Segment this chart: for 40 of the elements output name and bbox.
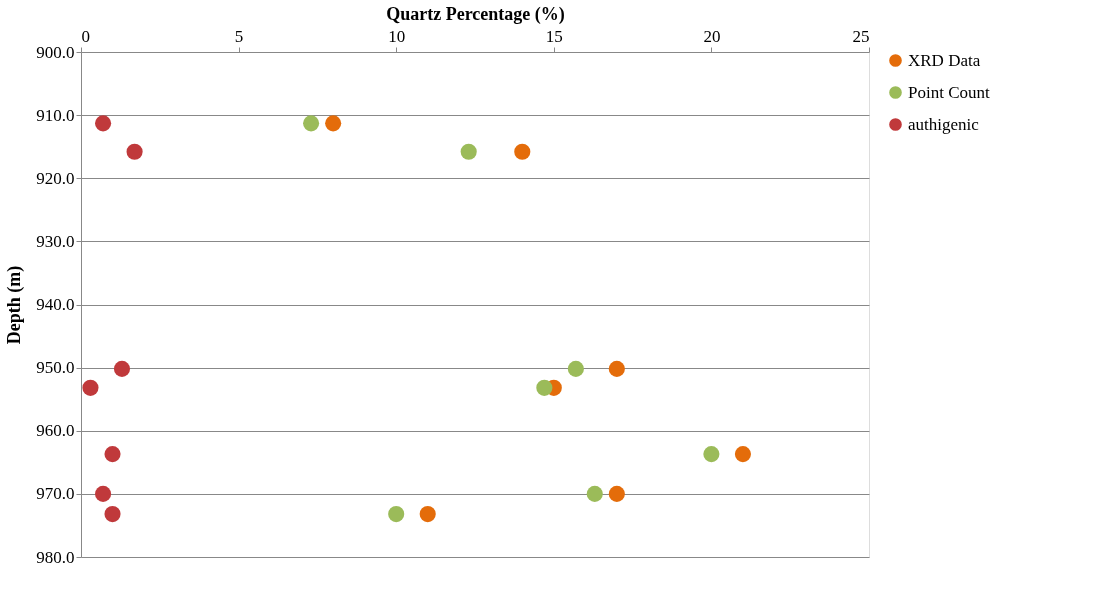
y-tick-label: 900.0 xyxy=(36,42,75,62)
point xyxy=(325,115,342,132)
point xyxy=(95,115,112,132)
y-tick-label: 920.0 xyxy=(36,168,75,188)
point xyxy=(514,143,531,160)
point xyxy=(460,143,477,160)
x-axis-title: Quartz Percentage (%) xyxy=(386,3,565,25)
y-tick-label: 940.0 xyxy=(36,295,75,314)
y-tick-label: 970.0 xyxy=(36,484,75,504)
x-tick-label: 25 xyxy=(852,26,870,46)
point xyxy=(113,360,131,377)
point xyxy=(126,143,143,160)
y-tick-label: 910.0 xyxy=(36,105,75,125)
x-tick-label: 10 xyxy=(388,26,406,46)
point xyxy=(95,485,112,502)
point xyxy=(586,485,603,502)
point xyxy=(82,379,99,396)
legend-label: authigenic xyxy=(908,114,980,134)
x-tick-label: 0 xyxy=(81,26,90,46)
y-tick-label: 960.0 xyxy=(36,421,75,441)
y-tick-label: 930.0 xyxy=(36,231,75,251)
point xyxy=(388,506,405,523)
point xyxy=(536,379,553,396)
point xyxy=(734,446,751,463)
point xyxy=(104,506,121,523)
point xyxy=(567,360,584,377)
y-tick-label: 950.0 xyxy=(36,358,75,378)
x-tick-label: 15 xyxy=(545,26,563,46)
point xyxy=(703,446,720,463)
y-tick-label: 980.0 xyxy=(36,547,75,567)
point xyxy=(303,115,320,132)
point xyxy=(608,485,625,502)
point xyxy=(104,446,121,463)
legend-label: Point Count xyxy=(908,82,990,102)
x-tick-label: 5 xyxy=(234,26,244,46)
y-axis-title: Depth (m) xyxy=(4,265,26,345)
point xyxy=(608,360,625,377)
point xyxy=(419,506,436,523)
legend-label: XRD Data xyxy=(908,50,981,70)
x-tick-label: 20 xyxy=(703,26,721,46)
